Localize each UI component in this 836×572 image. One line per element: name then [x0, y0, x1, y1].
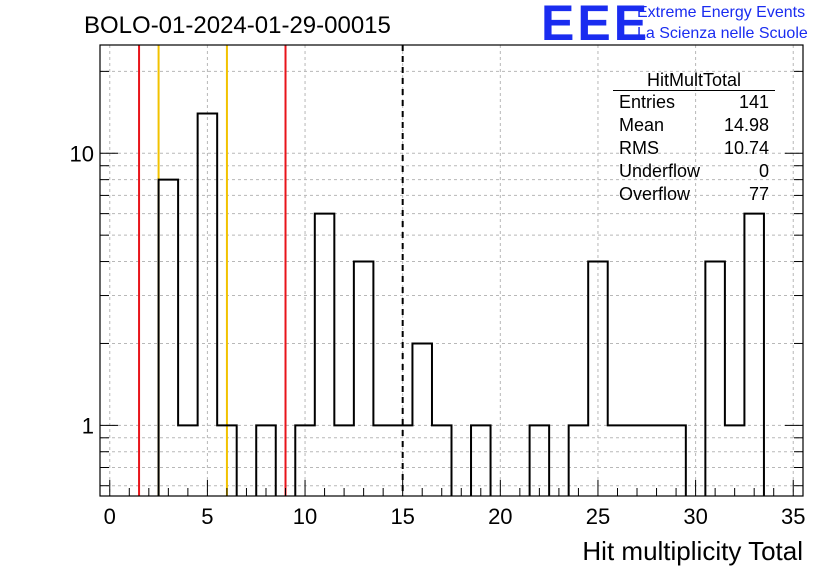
histogram-bin: [725, 425, 745, 496]
x-tick-label: 0: [104, 504, 116, 529]
stats-label: RMS: [619, 138, 659, 158]
histogram-bin: [334, 425, 354, 496]
stats-row: Overflow 77: [613, 183, 775, 206]
x-tick-label: 10: [293, 504, 317, 529]
histogram-bin: [705, 262, 725, 496]
histogram-bin: [256, 425, 276, 496]
stats-value: 77: [748, 184, 769, 204]
stats-value: 14.98: [723, 115, 769, 135]
histogram-bars: [157, 112, 765, 496]
histogram-bin: [315, 214, 335, 496]
histogram-bin: [178, 425, 198, 496]
histogram-bin: [647, 425, 667, 496]
y-tick-label: 1: [82, 413, 94, 438]
x-tick-label: 5: [201, 504, 213, 529]
stats-box-name: HitMultTotal: [613, 70, 775, 91]
histogram-bin: [159, 180, 179, 496]
stats-label: Mean: [619, 115, 665, 135]
histogram-bin: [744, 214, 764, 496]
stats-box: HitMultTotal Entries 141 Mean 14.98 RMS …: [613, 70, 775, 206]
x-tick-label: 35: [781, 504, 805, 529]
chart-title: BOLO-01-2024-01-29-00015: [84, 12, 391, 39]
histogram-outline: [157, 112, 765, 496]
x-tick-label: 30: [683, 504, 707, 529]
stats-label: Overflow: [619, 184, 691, 204]
stats-value: 10.74: [723, 138, 769, 158]
logo-line-2: La Scienza nelle Scuole: [637, 25, 808, 42]
stats-value: 141: [738, 92, 769, 112]
axes: 0 5 10 15 20 25 30 35 1 10: [70, 70, 805, 529]
x-tick-label: 25: [586, 504, 610, 529]
stats-value: 0: [758, 161, 769, 181]
eee-logo-icon: EEE: [541, 0, 651, 51]
plot-frame: [99, 44, 804, 497]
histogram-bin: [354, 262, 374, 496]
stats-row: Entries 141: [613, 91, 775, 114]
y-tick-label: 10: [70, 141, 94, 166]
histogram-bin: [569, 425, 589, 496]
stats-row: Mean 14.98: [613, 114, 775, 137]
stats-row: RMS 10.74: [613, 137, 775, 160]
stats-label: Entries: [619, 92, 676, 112]
x-tick-label: 15: [390, 504, 414, 529]
stats-row: Underflow 0: [613, 160, 775, 183]
x-axis-label: Hit multiplicity Total: [582, 536, 803, 566]
stats-label: Underflow: [619, 161, 701, 181]
histogram-bin: [412, 343, 432, 496]
logo-line-1: Extreme Energy Events: [637, 4, 806, 21]
x-tick-label: 20: [488, 504, 512, 529]
